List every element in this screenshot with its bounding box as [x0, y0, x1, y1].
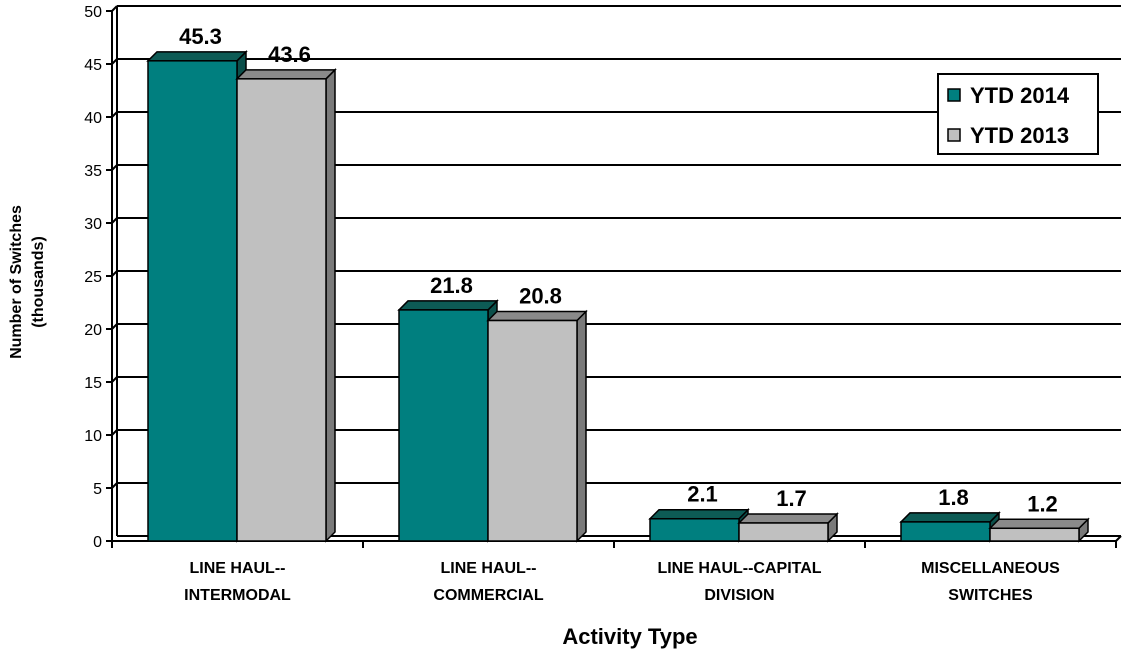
bar-ytd-2014-2: [649, 517, 740, 542]
bar-ytd-2014-3: [900, 521, 991, 542]
bar-top-ytd-2013-2: [737, 513, 839, 524]
x-category-label-1-line-1: COMMERCIAL: [433, 587, 543, 604]
bar-top-ytd-2014-3: [899, 512, 1001, 523]
bar-top-ytd-2014-0: [146, 51, 248, 62]
y-tick-label-30: 30: [84, 216, 102, 233]
y-tick-label-40: 40: [84, 110, 102, 127]
x-category-label-1-line-0: LINE HAUL--: [441, 560, 537, 577]
x-axis-title: Activity Type: [562, 624, 697, 649]
bar-ytd-2013-0: [236, 78, 327, 542]
y-axis-title-line-1: Number of Switches: [8, 205, 25, 359]
data-labels: 45.3 43.6 21.8 20.8 2.1 1.7 1.8 1.2: [179, 24, 1058, 516]
bar-ytd-2013-1: [487, 319, 578, 542]
bar-ytd-2014-0: [147, 60, 238, 542]
legend-box: [937, 73, 1099, 155]
legend: YTD 2014 YTD 2013: [937, 73, 1099, 155]
x-category-label-2-line-1: DIVISION: [704, 587, 774, 604]
y-tick-label-45: 45: [84, 57, 102, 74]
legend-swatch-ytd-2013: [947, 128, 961, 142]
data-label-ytd-2013-1: 20.8: [519, 284, 562, 309]
legend-label-ytd-2013: YTD 2013: [970, 123, 1069, 148]
bar-ytd-2013-3: [989, 527, 1080, 542]
legend-label-ytd-2014: YTD 2014: [970, 83, 1070, 108]
data-label-ytd-2013-2: 1.7: [776, 486, 807, 511]
bars: [146, 50, 1090, 543]
data-label-ytd-2014-0: 45.3: [179, 24, 222, 49]
y-tick-label-5: 5: [93, 481, 102, 498]
y-tick-label-15: 15: [84, 375, 102, 392]
bar-top-ytd-2013-1: [486, 310, 588, 322]
legend-swatch-ytd-2014: [947, 88, 961, 102]
bar-top-ytd-2013-0: [235, 69, 337, 80]
data-label-ytd-2014-1: 21.8: [430, 273, 473, 298]
data-label-ytd-2014-3: 1.8: [938, 485, 969, 510]
x-category-label-0-line-0: LINE HAUL--: [190, 560, 286, 577]
bar-top-ytd-2014-1: [397, 300, 499, 311]
x-category-label-3-line-0: MISCELLANEOUS: [921, 560, 1060, 577]
y-axis-title-line-2: (thousands): [30, 236, 47, 328]
bar-side-ytd-2013-1: [576, 309, 587, 543]
floor-right-edge: [1115, 535, 1122, 542]
bar-ytd-2014-1: [398, 309, 489, 542]
axes: 0 5 10 15 20 25 30 35 40 45 50 LINE HAUL-- INTERMODA…: [84, 4, 1117, 604]
x-category-label-2-line-0: LINE HAUL--CAPITAL: [657, 560, 821, 577]
y-tick-label-35: 35: [84, 163, 102, 180]
x-category-label-3-line-1: SWITCHES: [948, 587, 1033, 604]
data-label-ytd-2013-0: 43.6: [268, 42, 311, 67]
y-tick-label-20: 20: [84, 322, 102, 339]
y-tick-label-10: 10: [84, 428, 102, 445]
bar-side-ytd-2013-0: [325, 68, 336, 543]
y-tick-label-50: 50: [84, 4, 102, 21]
data-label-ytd-2013-3: 1.2: [1027, 491, 1058, 516]
y-tick-label-25: 25: [84, 269, 102, 286]
data-label-ytd-2014-2: 2.1: [687, 482, 718, 507]
bar-ytd-2013-2: [738, 522, 829, 542]
y-tick-label-0: 0: [93, 534, 102, 551]
x-category-label-0-line-1: INTERMODAL: [184, 587, 291, 604]
bar-top-ytd-2014-2: [648, 508, 750, 520]
bar-top-ytd-2013-3: [988, 518, 1090, 530]
